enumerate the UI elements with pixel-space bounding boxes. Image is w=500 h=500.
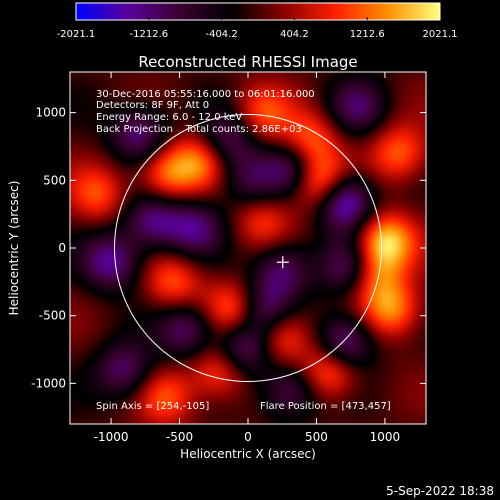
x-axis-ticks: -1000 -500 0 500 1000 <box>94 72 401 444</box>
x-tick-label: -1000 <box>94 430 129 444</box>
colorbar-tick-label: -1212.6 <box>129 29 168 40</box>
annotation-method-counts: Back Projection Total counts: 2.86E+03 <box>96 124 302 135</box>
colorbar-bar <box>75 2 441 21</box>
spin-axis-marker <box>276 256 289 269</box>
y-tick-label: -500 <box>39 309 66 323</box>
colorbar: -2021.1 -1212.6 -404.2 404.2 1212.6 2021.1 <box>57 2 458 40</box>
x-tick-label: 0 <box>244 430 252 444</box>
x-tick-label: 500 <box>305 430 328 444</box>
annotations: 30-Dec-2016 05:55:16.000 to 06:01:16.000… <box>96 89 391 412</box>
colorbar-tick-label: -2021.1 <box>57 29 96 40</box>
annotation-spin-axis: Spin Axis = [254,-105] <box>96 401 209 412</box>
y-tick-label: -1000 <box>31 376 66 390</box>
heatmap-canvas <box>70 72 426 424</box>
colorbar-ticks: -2021.1 -1212.6 -404.2 404.2 1212.6 2021.1 <box>57 17 458 40</box>
annotation-time-range: 30-Dec-2016 05:55:16.000 to 06:01:16.000 <box>96 89 315 100</box>
chart-title: Reconstructed RHESSI Image <box>138 53 357 71</box>
colorbar-tick-label: 1212.6 <box>350 29 385 40</box>
annotation-energy-range: Energy Range: 6.0 - 12.0 keV <box>96 112 242 123</box>
y-axis-label: Heliocentric Y (arcsec) <box>7 181 21 316</box>
x-axis-label: Heliocentric X (arcsec) <box>180 447 316 461</box>
y-tick-label: 0 <box>58 241 66 255</box>
footer-date: 5-Sep-2022 18:38 <box>386 484 494 498</box>
colorbar-tick-label: -404.2 <box>205 29 237 40</box>
y-tick-label: 500 <box>43 173 66 187</box>
y-axis-ticks: -1000 -500 0 500 1000 <box>31 106 426 390</box>
plot-area: -1000 -500 0 500 1000 -1000 -500 0 500 1000 <box>31 71 427 444</box>
colorbar-tick-label: 2021.1 <box>423 29 458 40</box>
x-tick-label: 1000 <box>370 430 401 444</box>
annotation-flare-position: Flare Position = [473,457] <box>260 401 391 412</box>
colorbar-tick-label: 404.2 <box>280 29 309 40</box>
x-tick-label: -500 <box>166 430 193 444</box>
solar-limb-circle <box>114 114 382 382</box>
y-tick-label: 1000 <box>35 106 66 120</box>
annotation-detectors: Detectors: 8F 9F, Att 0 <box>96 100 209 111</box>
